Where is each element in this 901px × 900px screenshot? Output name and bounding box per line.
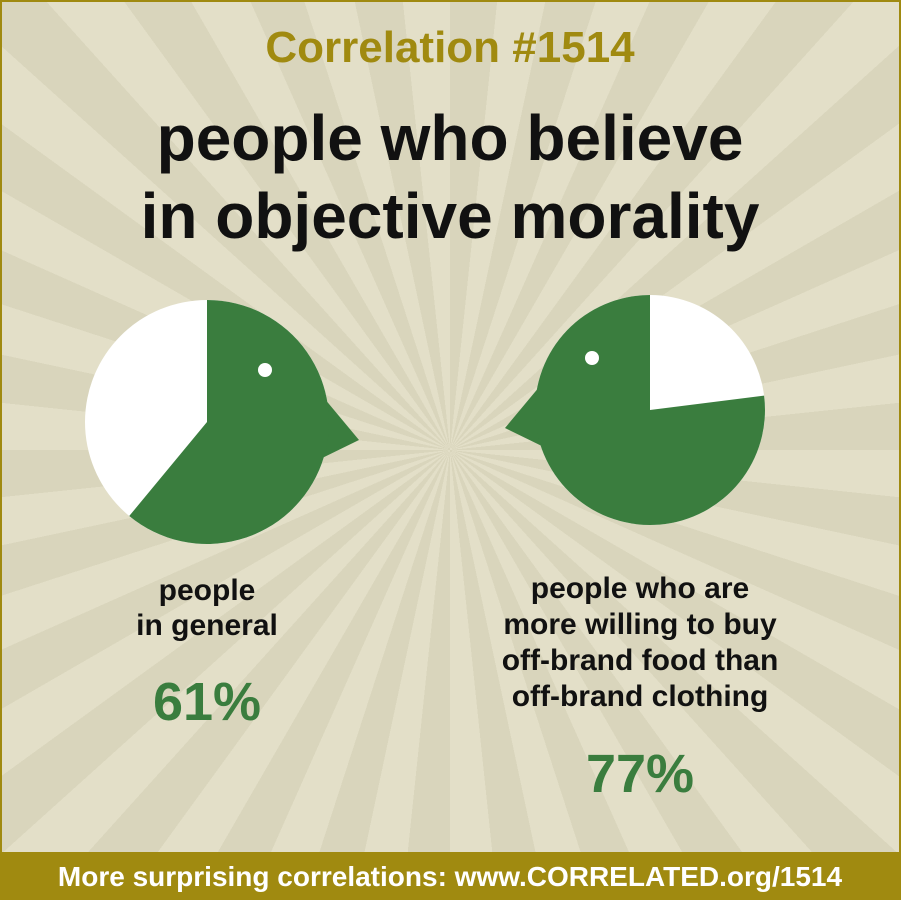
eye — [258, 363, 272, 377]
value-label: 61% — [153, 672, 261, 732]
pie-label: in general — [136, 609, 278, 642]
pie-label: people — [159, 574, 256, 607]
subtitle-line: people who believe — [157, 102, 744, 174]
subtitle-line: in objective morality — [141, 180, 760, 252]
pie-label: more willing to buy — [503, 608, 777, 641]
title: Correlation #1514 — [265, 23, 635, 72]
footer: More surprising correlations: www.CORREL… — [58, 861, 843, 892]
pie-slice — [129, 300, 329, 544]
eye — [585, 351, 599, 365]
value-label: 77% — [586, 744, 694, 804]
pie-label: off-brand clothing — [512, 680, 769, 713]
pie-label: off-brand food than — [502, 644, 779, 677]
footer-band — [0, 852, 901, 900]
pie-label: people who are — [531, 572, 749, 605]
